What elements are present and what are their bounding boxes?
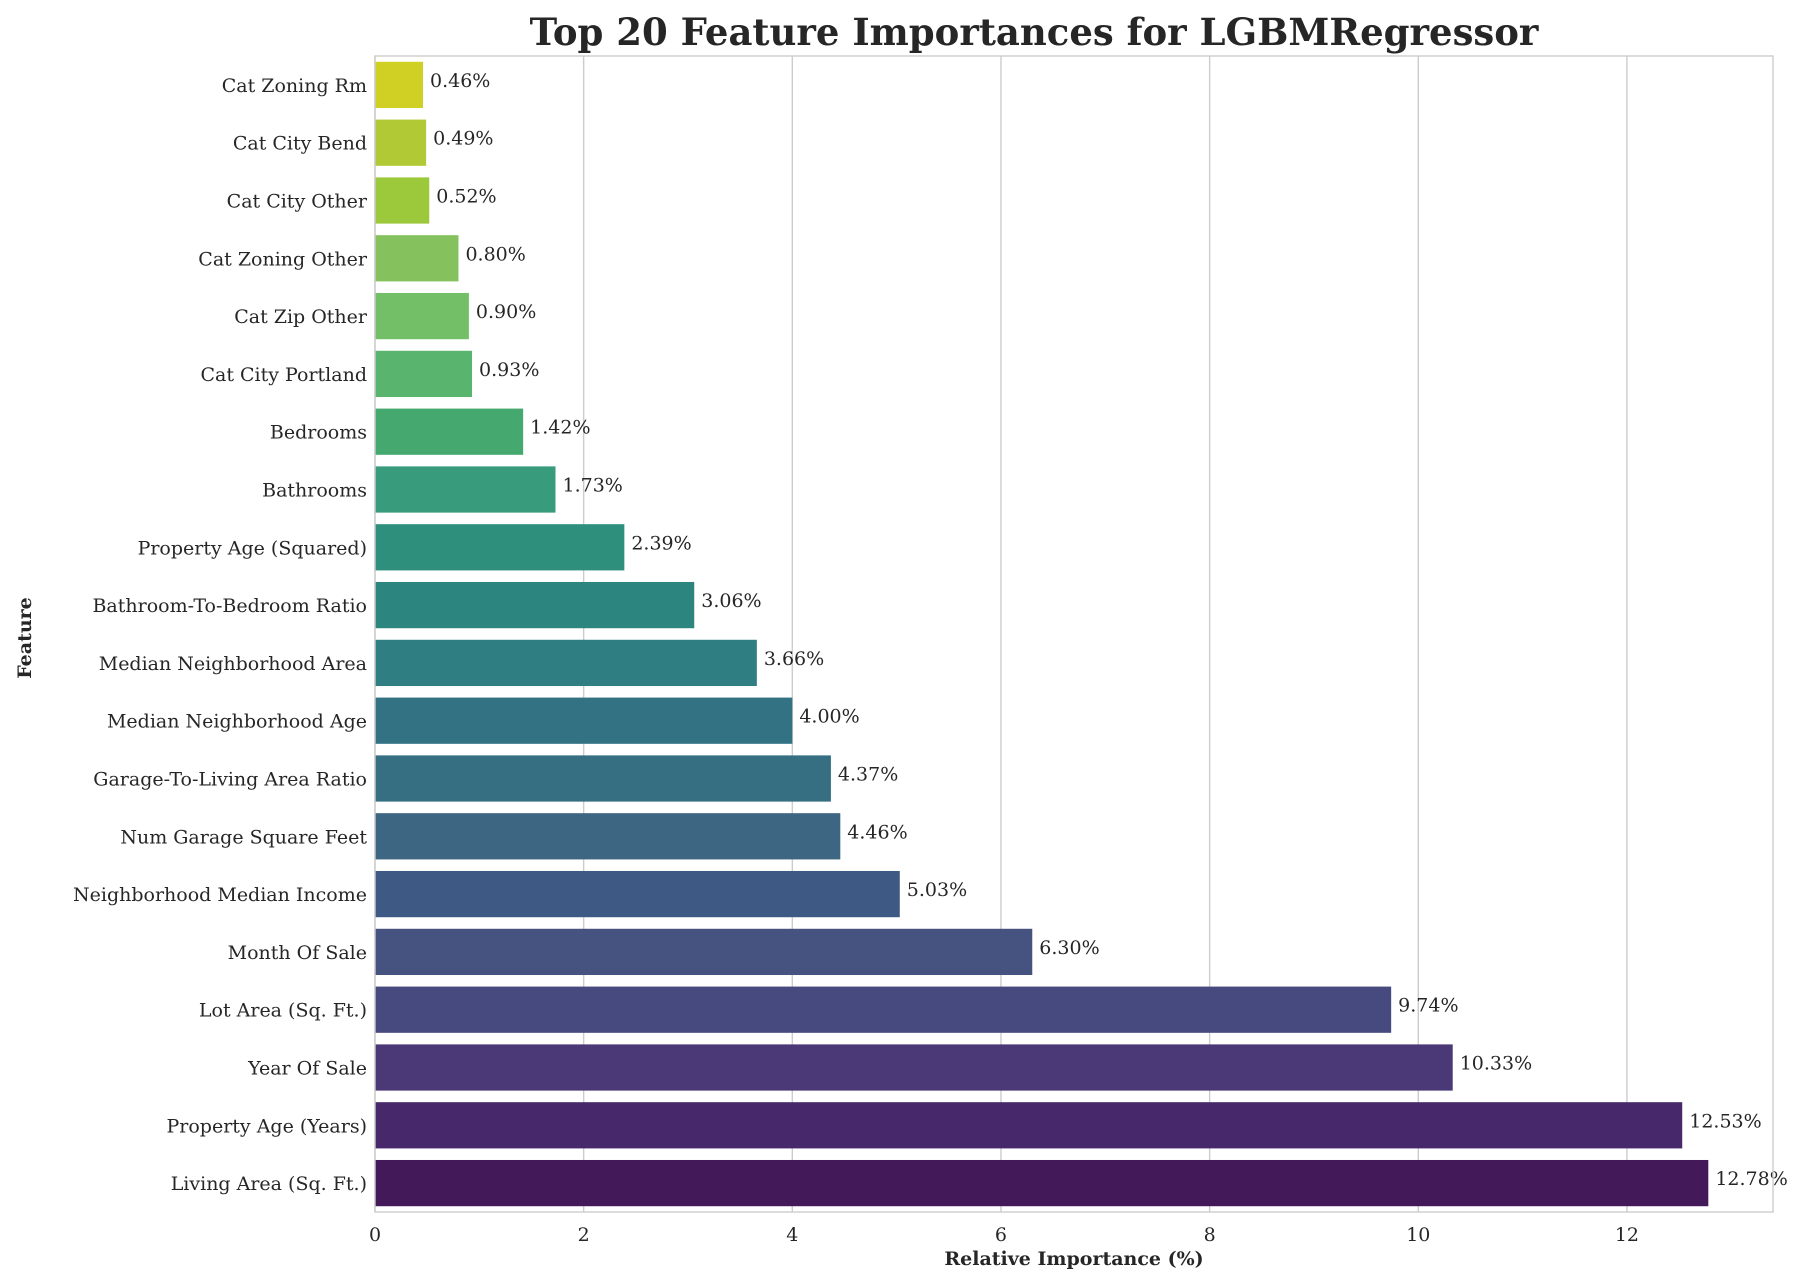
category-label: Median Neighborhood Area — [99, 653, 367, 675]
bar — [375, 755, 831, 802]
category-label: Month Of Sale — [228, 942, 367, 964]
data-label: 0.49% — [433, 128, 493, 150]
x-tick-label: 2 — [578, 1224, 590, 1246]
data-label: 4.46% — [847, 821, 907, 843]
bar — [375, 524, 625, 571]
bar — [375, 986, 1392, 1033]
plot-frame — [374, 55, 1774, 1213]
bar — [375, 61, 423, 109]
x-tick-label: 4 — [786, 1224, 798, 1246]
data-labels: 0.46% 0.49% 0.52% 0.80% 0.90% 0.93% 1.42% 1.73%… — [430, 70, 1788, 1190]
category-label: Num Garage Square Feet — [120, 826, 367, 848]
category-label: Cat City Bend — [233, 133, 367, 155]
data-label: 1.73% — [562, 475, 622, 497]
category-label: Cat Zoning Other — [198, 248, 368, 270]
data-label: 0.80% — [465, 243, 525, 265]
grid — [374, 56, 1628, 1212]
data-label: 1.42% — [530, 417, 590, 439]
bar — [375, 119, 427, 166]
data-label: 3.66% — [764, 648, 824, 670]
data-label: 4.37% — [838, 764, 898, 786]
data-label: 5.03% — [907, 879, 967, 901]
bar — [375, 1044, 1453, 1091]
data-label: 6.30% — [1039, 937, 1099, 959]
x-tick-labels: 0 2 4 6 8 10 12 — [369, 1224, 1639, 1246]
data-label: 2.39% — [631, 532, 691, 554]
category-label: Bedrooms — [270, 422, 367, 444]
bar — [375, 1159, 1709, 1207]
data-label: 12.53% — [1689, 1110, 1761, 1132]
data-label: 0.93% — [479, 359, 539, 381]
bar — [375, 928, 1033, 976]
data-label: 9.74% — [1398, 995, 1458, 1017]
x-tick-label: 6 — [995, 1224, 1007, 1246]
category-label: Cat City Other — [227, 191, 368, 213]
category-label: Lot Area (Sq. Ft.) — [199, 1000, 367, 1022]
x-tick-label: 10 — [1406, 1224, 1430, 1246]
bar — [375, 581, 695, 629]
data-label: 0.46% — [430, 70, 490, 92]
y-axis-label: Feature — [14, 597, 36, 679]
bar — [375, 177, 430, 224]
category-label: Cat City Portland — [200, 364, 367, 386]
bar — [375, 408, 524, 455]
bar — [375, 466, 556, 513]
category-label: Year Of Sale — [247, 1058, 367, 1080]
data-label: 0.90% — [476, 301, 536, 323]
x-tick-label: 8 — [1204, 1224, 1216, 1246]
category-label: Property Age (Squared) — [138, 537, 367, 559]
category-label: Bathroom-To-Bedroom Ratio — [92, 595, 367, 617]
category-label: Bathrooms — [262, 480, 367, 502]
data-label: 3.06% — [701, 590, 761, 612]
category-label: Property Age (Years) — [167, 1115, 368, 1137]
category-label: Cat Zip Other — [234, 306, 368, 328]
chart-title: Top 20 Feature Importances for LGBMRegre… — [530, 10, 1539, 54]
category-label: Neighborhood Median Income — [73, 884, 367, 906]
category-label: Median Neighborhood Age — [107, 711, 367, 733]
bar — [375, 870, 900, 918]
data-label: 12.78% — [1715, 1168, 1787, 1190]
bars — [375, 61, 1709, 1207]
bar — [375, 350, 473, 398]
bar — [375, 292, 469, 340]
data-label: 0.52% — [436, 186, 496, 208]
x-tick-label: 0 — [369, 1224, 381, 1246]
bar — [375, 1102, 1683, 1149]
data-label: 10.33% — [1460, 1053, 1532, 1075]
bar — [375, 639, 757, 687]
category-label: Living Area (Sq. Ft.) — [171, 1173, 367, 1195]
category-labels: Cat Zoning Rm Cat City Bend Cat City Other… — [73, 75, 368, 1195]
bar — [375, 813, 841, 860]
x-tick-label: 12 — [1615, 1224, 1639, 1246]
category-label: Cat Zoning Rm — [222, 75, 367, 97]
x-axis-label: Relative Importance (%) — [944, 1248, 1203, 1270]
bar — [375, 235, 459, 282]
bar — [375, 697, 793, 744]
category-label: Garage-To-Living Area Ratio — [93, 769, 367, 791]
data-label: 4.00% — [799, 706, 859, 728]
